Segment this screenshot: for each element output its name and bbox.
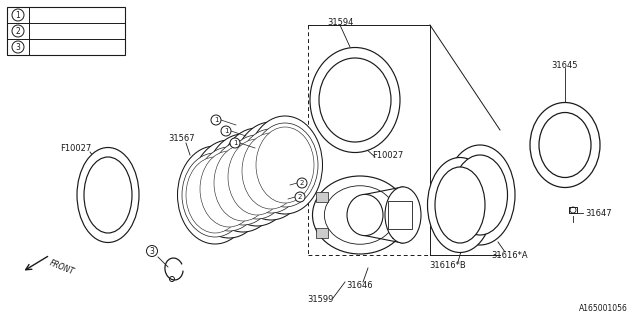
Circle shape: [12, 25, 24, 37]
Ellipse shape: [186, 157, 244, 233]
Ellipse shape: [347, 194, 383, 236]
Circle shape: [221, 126, 231, 136]
Ellipse shape: [214, 145, 272, 221]
Text: 31645: 31645: [552, 60, 579, 69]
Text: A165001056: A165001056: [579, 304, 628, 313]
Circle shape: [211, 115, 221, 125]
Ellipse shape: [220, 128, 294, 226]
Text: FRONT: FRONT: [48, 259, 76, 277]
Text: 2: 2: [298, 194, 302, 200]
Circle shape: [12, 41, 24, 53]
Ellipse shape: [242, 133, 300, 209]
Ellipse shape: [530, 102, 600, 188]
FancyBboxPatch shape: [392, 228, 404, 238]
Circle shape: [297, 178, 307, 188]
Ellipse shape: [324, 186, 396, 244]
Text: 31646: 31646: [347, 281, 373, 290]
Ellipse shape: [248, 116, 323, 214]
Ellipse shape: [234, 122, 308, 220]
Text: 31690(: 31690(: [33, 43, 63, 52]
Ellipse shape: [191, 140, 266, 238]
Text: 1: 1: [224, 128, 228, 134]
Ellipse shape: [196, 147, 262, 231]
Text: 31616*B: 31616*B: [429, 260, 467, 269]
Text: 31647: 31647: [585, 209, 612, 218]
Circle shape: [230, 138, 240, 148]
Circle shape: [295, 192, 305, 202]
Text: F10027: F10027: [372, 150, 404, 159]
Ellipse shape: [385, 187, 421, 243]
Ellipse shape: [182, 153, 248, 237]
Ellipse shape: [205, 134, 280, 232]
Ellipse shape: [177, 146, 253, 244]
Circle shape: [147, 245, 157, 257]
Ellipse shape: [435, 167, 485, 243]
Ellipse shape: [539, 113, 591, 178]
FancyBboxPatch shape: [388, 201, 412, 229]
FancyBboxPatch shape: [569, 207, 577, 213]
Circle shape: [12, 9, 24, 21]
Ellipse shape: [238, 129, 304, 213]
Text: 1: 1: [214, 117, 218, 123]
Text: 1: 1: [233, 140, 237, 146]
Bar: [7, 7, 125, 55]
Text: 31532: 31532: [33, 11, 60, 20]
Ellipse shape: [428, 157, 493, 252]
Text: 31599: 31599: [307, 295, 333, 305]
Ellipse shape: [445, 145, 515, 245]
Text: 3: 3: [150, 246, 154, 255]
FancyBboxPatch shape: [392, 192, 404, 202]
Text: 2: 2: [300, 180, 304, 186]
Ellipse shape: [200, 151, 258, 227]
Text: F10027: F10027: [60, 143, 92, 153]
Text: -'08MY0708): -'08MY0708): [74, 43, 122, 52]
Ellipse shape: [84, 157, 132, 233]
Text: 2: 2: [15, 27, 20, 36]
Ellipse shape: [319, 58, 391, 142]
Ellipse shape: [256, 127, 314, 203]
Text: 31567: 31567: [168, 133, 195, 142]
Ellipse shape: [252, 123, 318, 207]
Ellipse shape: [452, 155, 508, 235]
Ellipse shape: [224, 135, 290, 219]
Ellipse shape: [228, 139, 286, 215]
Ellipse shape: [312, 176, 408, 254]
Text: 3: 3: [15, 43, 20, 52]
Ellipse shape: [310, 47, 400, 153]
Ellipse shape: [77, 148, 139, 243]
Ellipse shape: [210, 141, 276, 225]
Text: 1: 1: [15, 11, 20, 20]
FancyBboxPatch shape: [316, 228, 328, 238]
Text: 31594: 31594: [327, 18, 353, 27]
FancyBboxPatch shape: [316, 192, 328, 202]
Text: 31536*A: 31536*A: [33, 27, 70, 36]
Text: 31616*A: 31616*A: [492, 251, 528, 260]
